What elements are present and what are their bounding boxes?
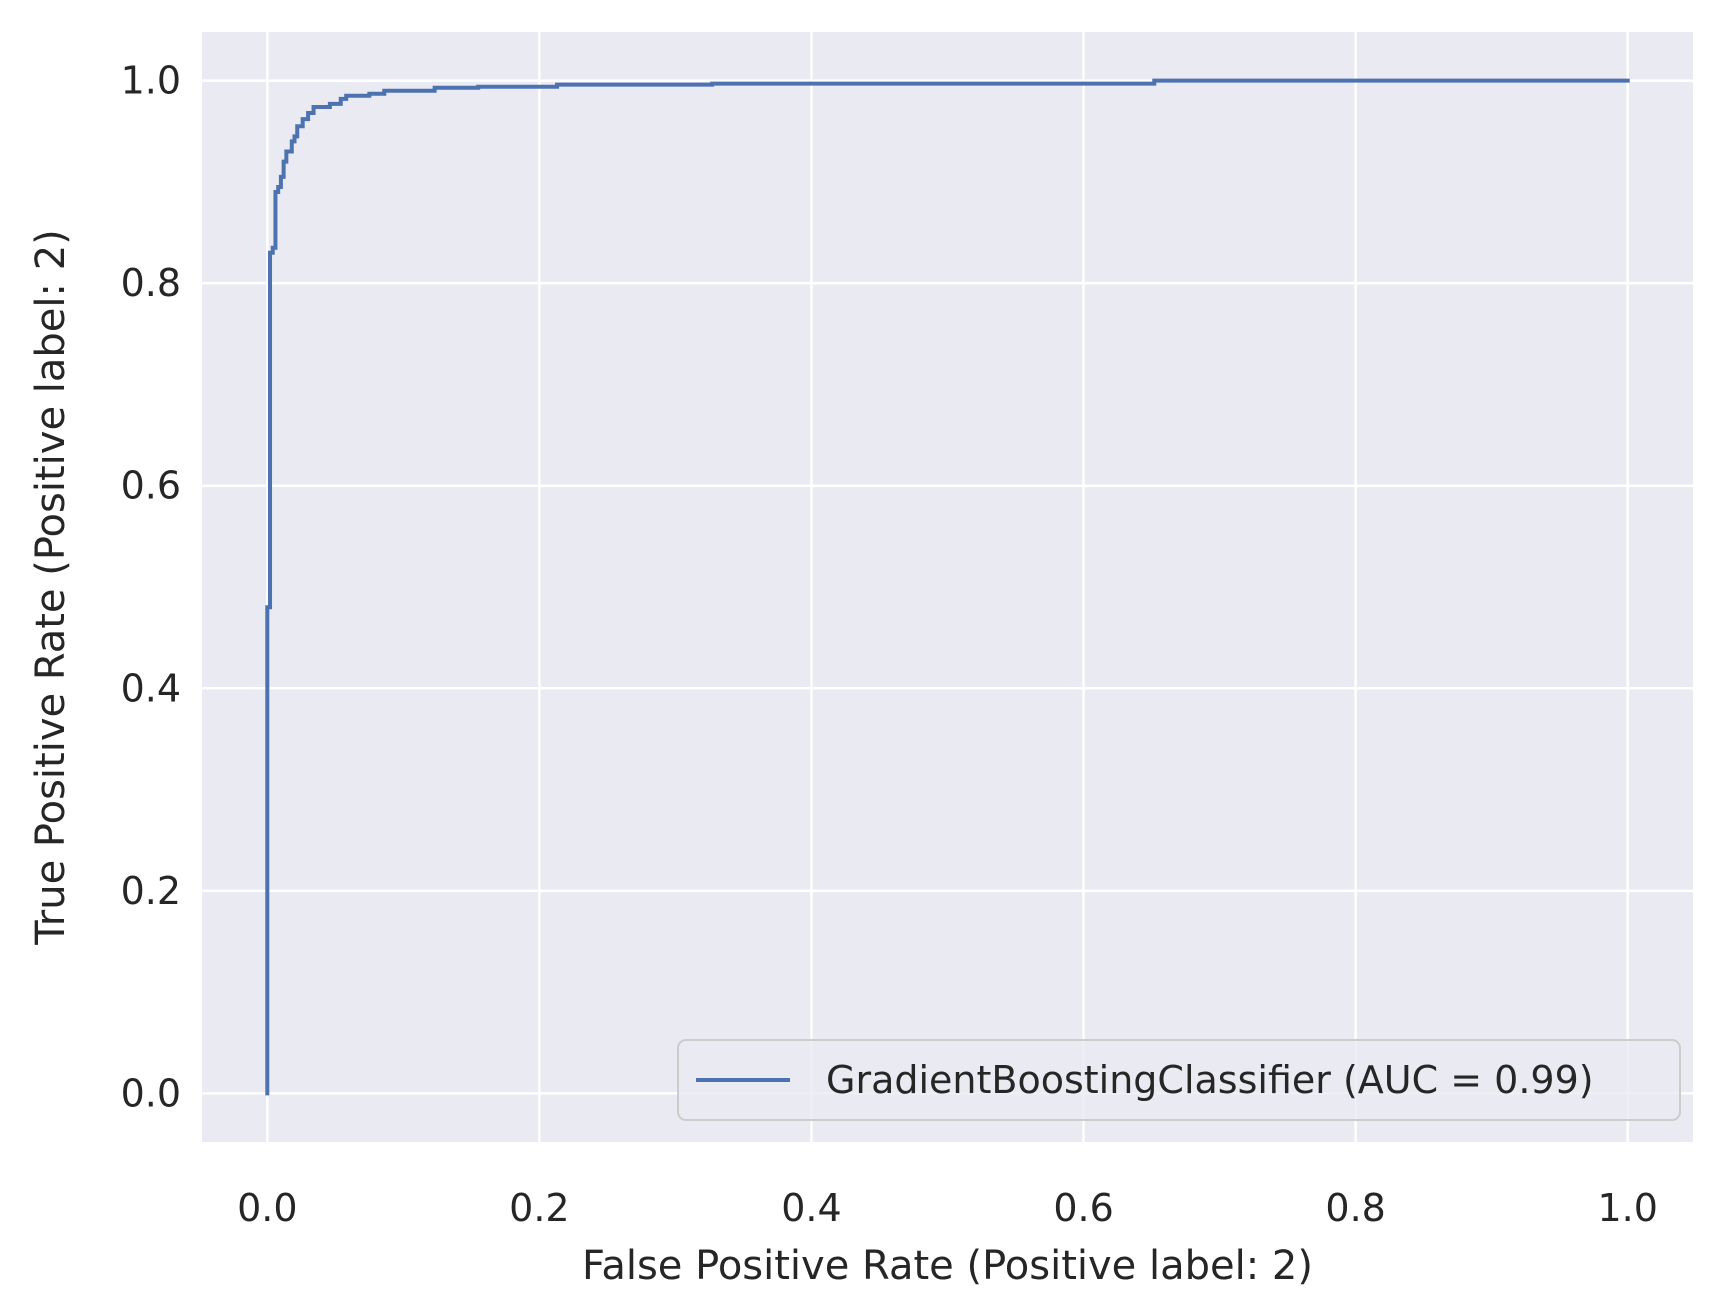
x-tick-label: 0.8 bbox=[1325, 1186, 1385, 1230]
tick-labels: 0.0 0.2 0.4 0.6 0.8 1.0 0.0 0.2 0.4 0.6 0.8 1.0 bbox=[121, 59, 1658, 1230]
legend-box bbox=[677, 1039, 1681, 1121]
x-tick-label: 0.2 bbox=[509, 1186, 569, 1230]
roc-curve-line bbox=[265, 78, 1630, 1096]
grid bbox=[202, 32, 1693, 1142]
legend: GradientBoostingClassifier (AUC = 0.99) bbox=[677, 1039, 1681, 1121]
x-tick-label: 1.0 bbox=[1597, 1186, 1657, 1230]
x-tick-label: 0.6 bbox=[1053, 1186, 1113, 1230]
y-tick-label: 1.0 bbox=[121, 59, 181, 103]
y-axis-label: True Positive Rate (Positive label: 2) bbox=[28, 229, 74, 946]
roc-curve-layer bbox=[265, 78, 1630, 1096]
x-tick-label: 0.4 bbox=[781, 1186, 841, 1230]
legend-label: GradientBoostingClassifier (AUC = 0.99) bbox=[826, 1058, 1594, 1102]
y-tick-label: 0.2 bbox=[121, 869, 181, 913]
x-axis-label: False Positive Rate (Positive label: 2) bbox=[582, 1243, 1313, 1289]
y-tick-label: 0.6 bbox=[121, 464, 181, 508]
y-tick-label: 0.0 bbox=[121, 1071, 181, 1115]
x-tick-label: 0.0 bbox=[237, 1186, 297, 1230]
y-tick-label: 0.8 bbox=[121, 261, 181, 305]
plot-background bbox=[202, 32, 1693, 1142]
y-tick-label: 0.4 bbox=[121, 666, 181, 710]
